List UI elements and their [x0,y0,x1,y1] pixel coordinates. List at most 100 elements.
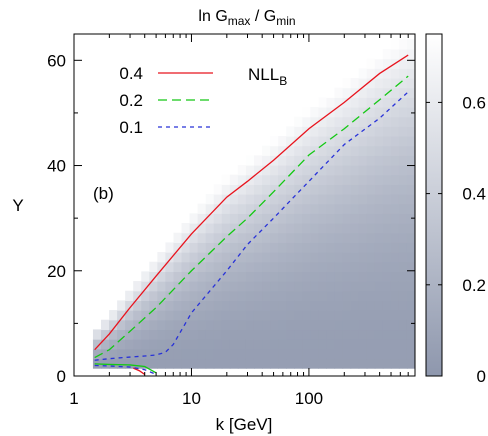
heatmap-cell [157,290,167,301]
heatmap-cell [334,348,344,360]
heatmap-cell [334,358,344,369]
y-tick-label: 0 [57,367,66,386]
heatmap-cell [318,232,328,243]
heatmap-cell [181,252,191,263]
heatmap-cell [334,261,344,272]
heatmap-cell [197,213,207,224]
heatmap-cell [181,310,191,321]
heatmap-cell [294,348,303,360]
heatmap-cell [310,213,319,224]
heatmap-cell [326,203,336,214]
heatmap-cell [237,290,247,301]
heatmap-cell [406,68,415,79]
heatmap-cell [213,242,223,253]
heatmap-cell [326,126,336,137]
heatmap-cell [125,300,134,311]
colorbar-tick-label: 0.2 [462,276,486,295]
heatmap-cell [398,126,408,137]
heatmap-cell [310,271,319,282]
heatmap-cell [270,319,279,331]
heatmap-cell [253,184,263,195]
heatmap-cell [398,116,408,127]
heatmap-cell [374,329,384,340]
heatmap-cell [253,165,263,176]
heatmap-cell [149,261,158,272]
heatmap-cell [253,252,263,263]
heatmap-cell [382,310,392,321]
heatmap-cell [302,155,311,166]
heatmap-cell [398,145,408,156]
heatmap [92,39,415,369]
heatmap-cell [358,135,368,147]
heatmap-cell [382,97,392,108]
heatmap-cell [406,252,415,263]
heatmap-cell [342,358,352,369]
heatmap-cell [229,194,239,205]
heatmap-cell [278,261,287,272]
heatmap-cell [398,48,408,60]
heatmap-cell [278,290,287,301]
heatmap-cell [326,194,336,205]
heatmap-cell [366,223,376,234]
heatmap-cell [229,271,239,282]
heatmap-cell [278,155,287,166]
heatmap-cell [245,358,255,369]
heatmap-cell [350,194,360,205]
heatmap-cell [197,339,207,350]
heatmap-cell [302,300,311,311]
heatmap-cell [302,310,311,321]
heatmap-cell [398,68,408,79]
heatmap-cell [294,242,303,253]
heatmap-cell [229,261,239,272]
heatmap-cell [342,310,352,321]
heatmap-cell [334,290,344,301]
heatmap-cell [165,300,175,311]
heatmap-cell [342,223,352,234]
heatmap-cell [270,261,279,272]
heatmap-cell [318,358,328,369]
heatmap-cell [92,339,102,350]
heatmap-cell [406,348,415,360]
heatmap-cell [157,339,167,350]
heatmap-cell [149,271,158,282]
heatmap-cell [382,281,392,292]
heatmap-cell [294,319,303,331]
heatmap-cell [286,232,295,243]
heatmap-cell [262,300,271,311]
heatmap-cell [149,281,158,292]
heatmap-cell [390,339,400,350]
panel-label: (b) [93,184,114,203]
heatmap-cell [326,97,336,108]
heatmap-cell [221,184,231,195]
heatmap-cell [350,145,360,156]
heatmap-cell [406,271,415,282]
heatmap-cell [366,87,376,98]
heatmap-cell [262,319,271,331]
heatmap-cell [350,281,360,292]
heatmap-cell [406,184,415,195]
heatmap-cell [374,242,384,253]
heatmap-cell [181,290,191,301]
heatmap-cell [205,329,215,340]
heatmap-cell [173,232,183,243]
heatmap-cell [342,232,352,243]
heatmap-cell [229,358,239,369]
heatmap-cell [302,281,311,292]
heatmap-cell [302,242,311,253]
heatmap-cell [406,39,415,50]
heatmap-cell [278,329,287,340]
heatmap-cell [326,174,336,185]
heatmap-cell [350,290,360,301]
heatmap-cell [221,358,231,369]
heatmap-cell [326,281,336,292]
heatmap-cell [366,97,376,108]
heatmap-cell [205,300,215,311]
heatmap-cell [221,203,231,214]
heatmap-cell [366,348,376,360]
heatmap-cell [253,261,263,272]
heatmap-cell [245,165,255,176]
heatmap-cell [213,213,223,224]
heatmap-cell [253,300,263,311]
heatmap-cell [398,310,408,321]
heatmap-cell [374,252,384,263]
